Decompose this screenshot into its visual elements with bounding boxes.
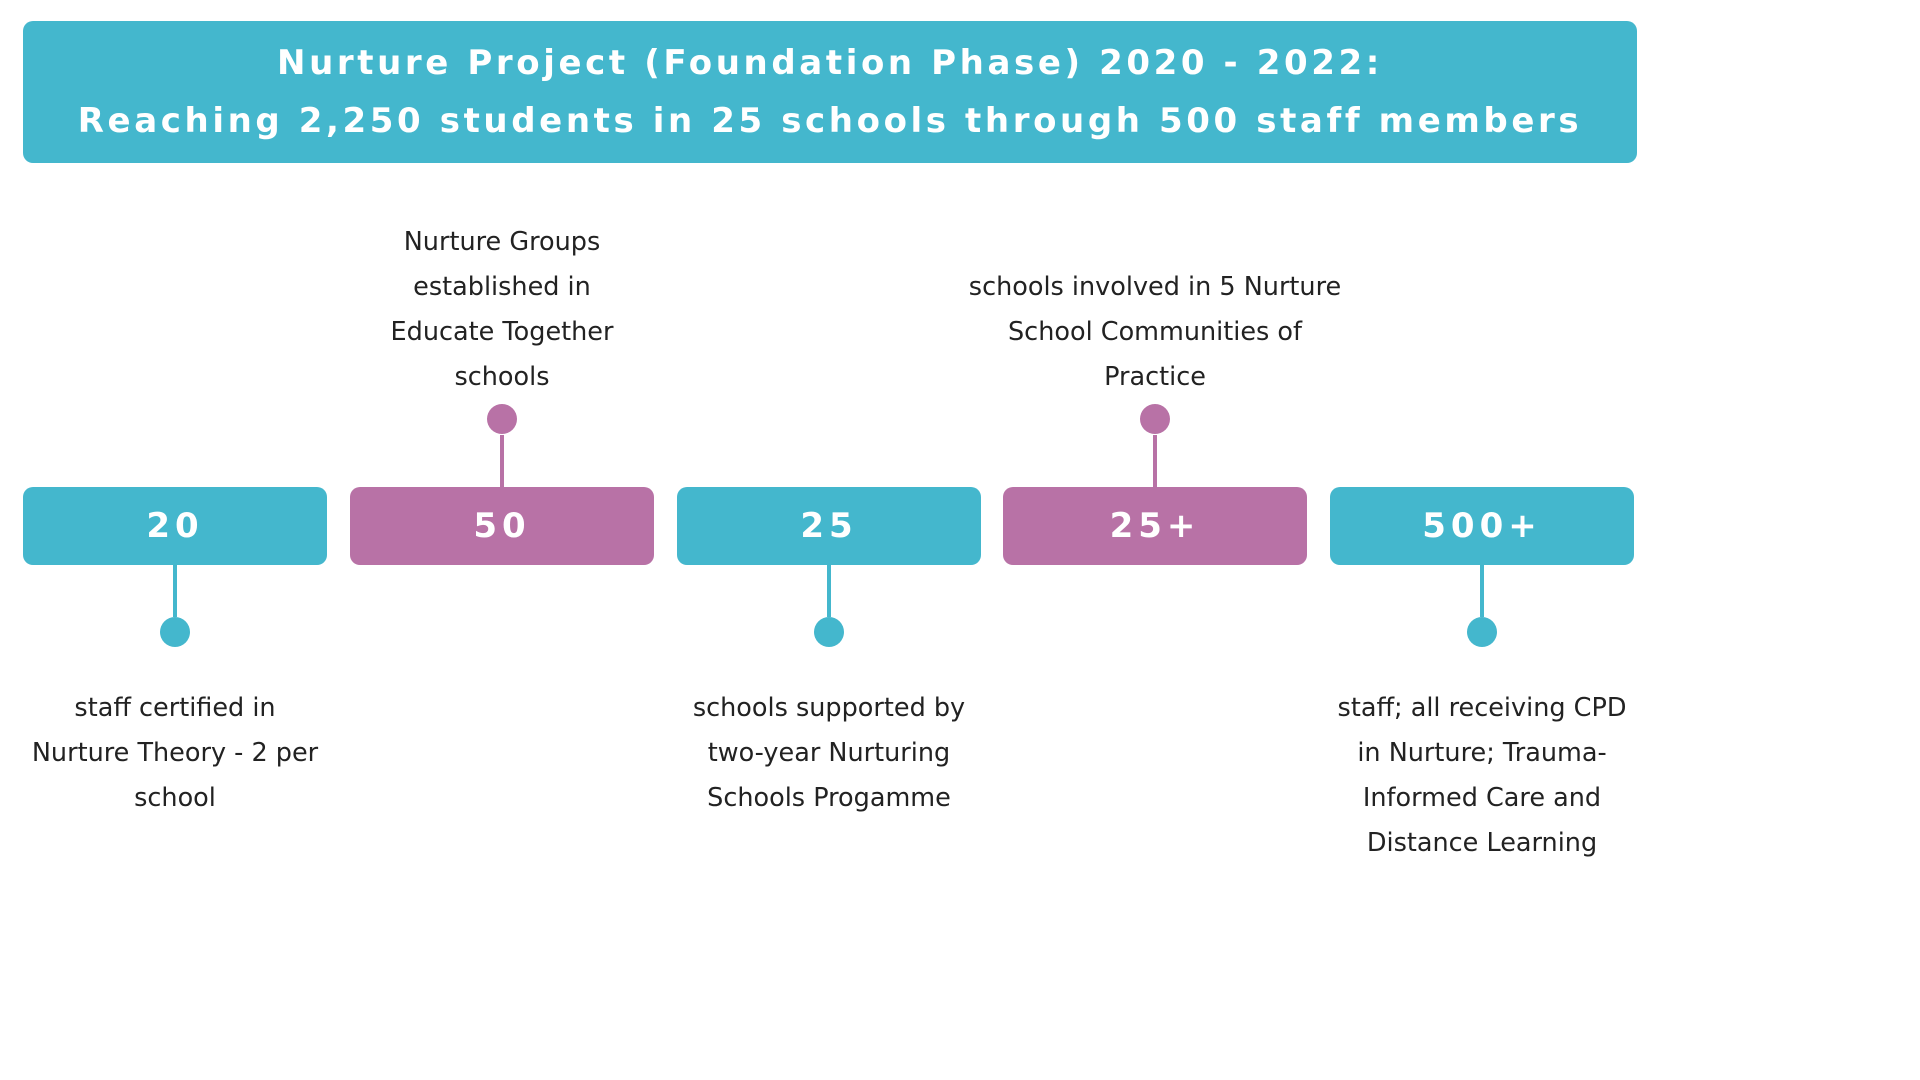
- stat-box-500-plus: 500+: [1330, 487, 1634, 565]
- connector-25: [827, 565, 831, 617]
- title-line-2: Reaching 2,250 students in 25 schools th…: [77, 101, 1583, 141]
- title-line-1: Nurture Project (Foundation Phase) 2020 …: [277, 43, 1383, 83]
- caption-25: schools supported by two-year Nurturing …: [692, 693, 966, 813]
- connector-20: [173, 565, 177, 617]
- caption-20: staff certified in Nurture Theory - 2 pe…: [31, 693, 319, 813]
- marker-dot-20: [160, 617, 190, 647]
- marker-dot-25-plus: [1140, 404, 1170, 434]
- connector-25-plus: [1153, 435, 1157, 487]
- stat-box-20: 20: [23, 487, 327, 565]
- stat-box-25: 25: [677, 487, 981, 565]
- marker-dot-25: [814, 617, 844, 647]
- marker-dot-50: [487, 404, 517, 434]
- caption-500-plus: staff; all receiving CPD in Nurture; Tra…: [1337, 693, 1627, 858]
- connector-50: [500, 435, 504, 487]
- caption-50: Nurture Groups established in Educate To…: [390, 227, 614, 392]
- stat-box-25-plus: 25+: [1003, 487, 1307, 565]
- marker-dot-500-plus: [1467, 617, 1497, 647]
- caption-25-plus: schools involved in 5 Nurture School Com…: [968, 272, 1342, 392]
- title-banner: Nurture Project (Foundation Phase) 2020 …: [23, 21, 1637, 163]
- stat-box-50: 50: [350, 487, 654, 565]
- connector-500-plus: [1480, 565, 1484, 617]
